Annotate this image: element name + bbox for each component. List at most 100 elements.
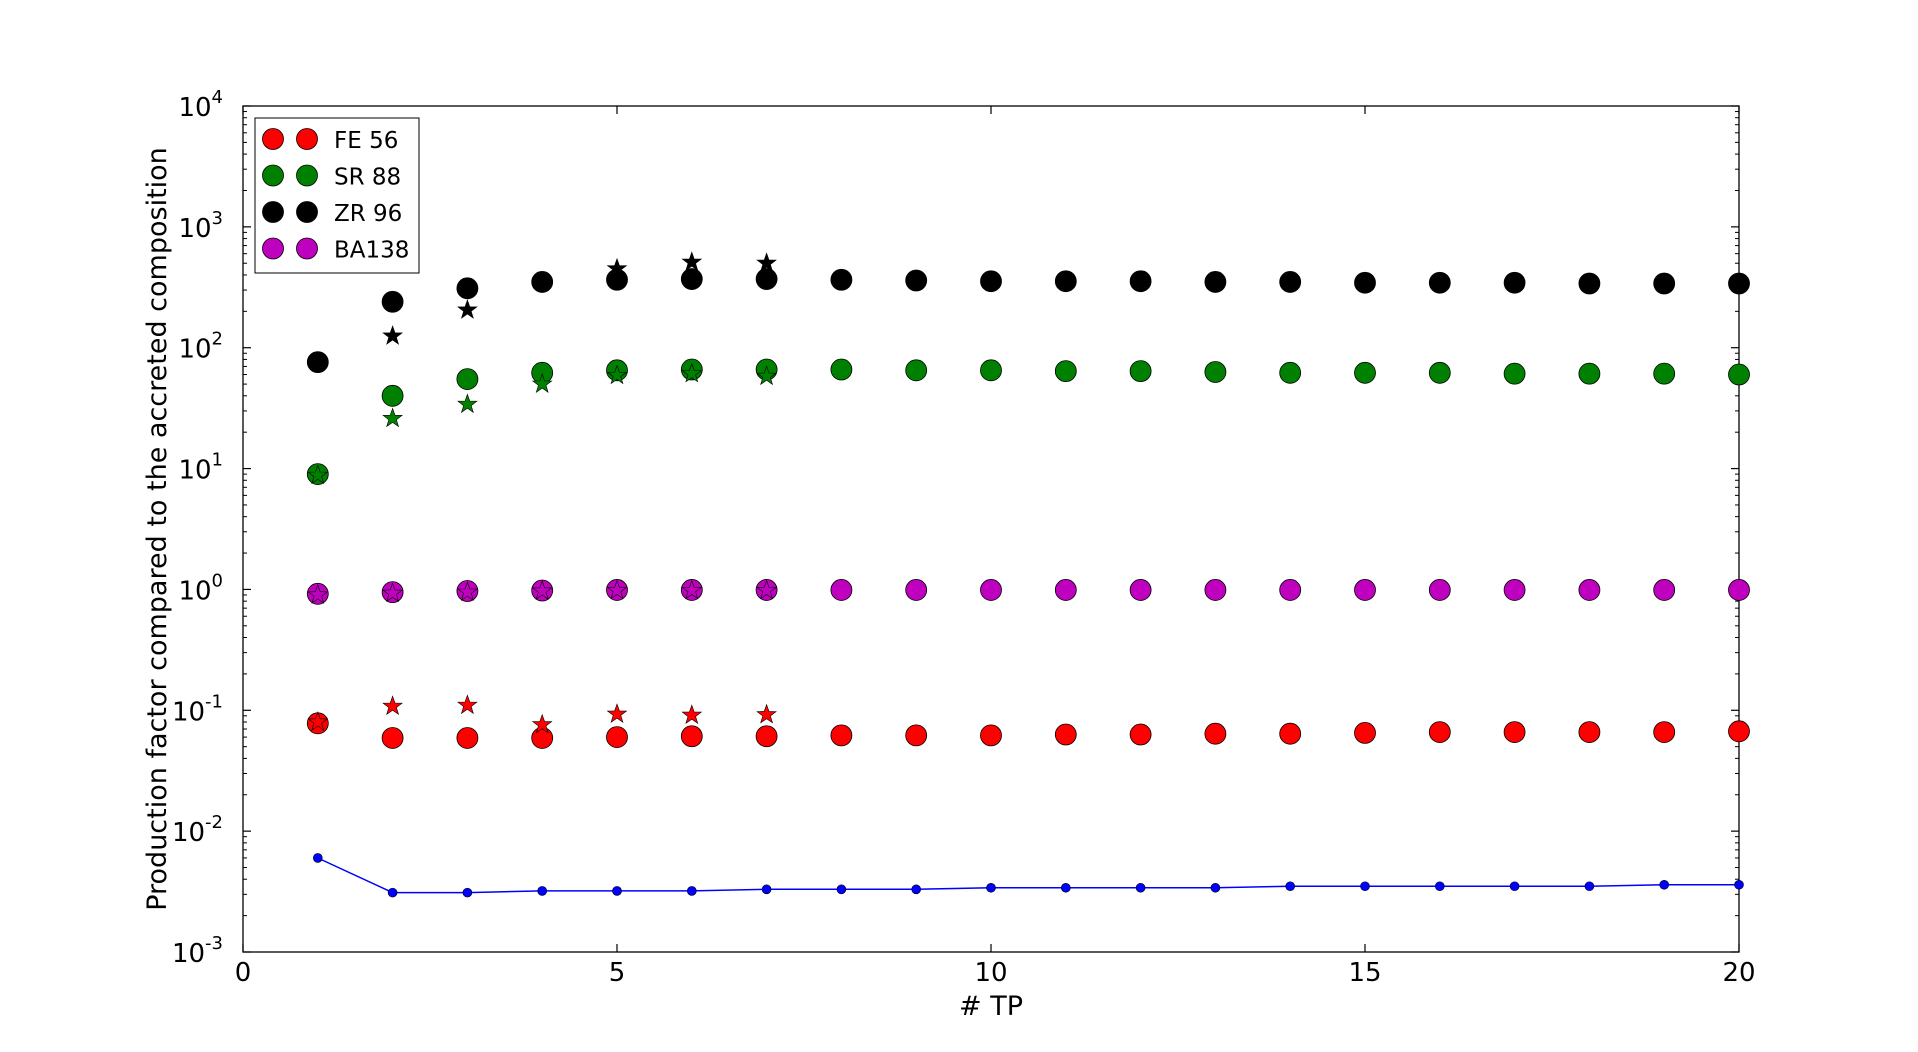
data-point bbox=[306, 351, 329, 374]
data-point bbox=[1054, 579, 1077, 601]
data-point bbox=[830, 358, 853, 381]
legend-marker bbox=[296, 164, 318, 187]
data-point bbox=[1578, 579, 1601, 601]
data-point bbox=[980, 579, 1002, 601]
star-point bbox=[606, 703, 628, 723]
x-tick-label: 15 bbox=[1348, 958, 1381, 988]
data-point bbox=[1728, 720, 1750, 743]
y-tick-label: 101 bbox=[178, 450, 223, 486]
data-point bbox=[606, 726, 628, 748]
data-point bbox=[1204, 579, 1227, 601]
data-point bbox=[1428, 579, 1451, 601]
star-point bbox=[382, 582, 403, 603]
star-point bbox=[756, 252, 777, 273]
plot-area bbox=[242, 105, 1740, 953]
line-series-point bbox=[1734, 879, 1744, 890]
data-point bbox=[980, 359, 1002, 382]
data-point bbox=[1503, 721, 1526, 743]
y-tick-labels: 10-3 10-2 10-1 100 101 102 103 104 bbox=[172, 87, 223, 969]
data-point bbox=[1428, 361, 1451, 384]
star-point bbox=[681, 251, 703, 272]
data-point bbox=[1503, 362, 1526, 385]
y-tick-label: 10-3 bbox=[172, 933, 223, 969]
line-series-point bbox=[686, 886, 697, 896]
data-point bbox=[1428, 721, 1451, 743]
data-point bbox=[1578, 721, 1601, 743]
data-point bbox=[381, 727, 404, 749]
data-point bbox=[456, 727, 479, 749]
data-point bbox=[1728, 272, 1750, 295]
legend-marker bbox=[296, 201, 318, 223]
y-tick-label: 10-1 bbox=[172, 691, 223, 727]
star-point bbox=[756, 703, 777, 724]
line-series-point bbox=[986, 882, 996, 893]
star-point bbox=[457, 299, 478, 319]
data-point bbox=[1129, 579, 1152, 601]
data-point bbox=[1578, 362, 1601, 385]
y-tick-label: 10-2 bbox=[172, 812, 223, 848]
data-point bbox=[1129, 723, 1152, 746]
data-point bbox=[1728, 579, 1750, 601]
data-point bbox=[1728, 363, 1750, 386]
x-tick-label: 10 bbox=[974, 958, 1007, 988]
legend-marker bbox=[262, 237, 284, 260]
line-series-point bbox=[1360, 881, 1370, 892]
data-point bbox=[1578, 272, 1601, 295]
line-series-point bbox=[1509, 881, 1520, 892]
legend: FE 56 SR 88 ZR 96 BA138 bbox=[254, 117, 420, 274]
legend-marker bbox=[296, 237, 318, 260]
data-point bbox=[830, 268, 853, 291]
y-tick-label: 104 bbox=[178, 87, 223, 123]
legend-label: ZR 96 bbox=[334, 201, 402, 227]
y-tick-label: 103 bbox=[178, 208, 223, 244]
data-point bbox=[1054, 723, 1077, 746]
data-point bbox=[381, 290, 404, 313]
x-tick-label: 20 bbox=[1722, 958, 1755, 988]
line-series-point bbox=[911, 884, 922, 895]
line-series-point bbox=[1061, 882, 1071, 893]
line-series-point bbox=[537, 886, 548, 896]
star-point bbox=[382, 695, 403, 716]
data-point bbox=[1354, 579, 1376, 601]
data-point bbox=[531, 727, 554, 749]
line-series-point bbox=[1584, 881, 1595, 892]
legend-marker bbox=[262, 128, 284, 150]
y-axis-label: Production factor compared to the accret… bbox=[142, 147, 173, 911]
data-point bbox=[1653, 272, 1676, 295]
data-point bbox=[980, 270, 1002, 293]
star-point bbox=[681, 704, 703, 725]
data-point bbox=[381, 384, 404, 407]
data-point bbox=[980, 724, 1002, 747]
star-point bbox=[457, 393, 478, 414]
star-point bbox=[531, 580, 553, 600]
data-point bbox=[1653, 362, 1676, 385]
data-point bbox=[1204, 361, 1227, 383]
data-point bbox=[1354, 721, 1376, 744]
data-point bbox=[1503, 271, 1526, 294]
data-point bbox=[1129, 270, 1152, 293]
data-point bbox=[1129, 360, 1152, 383]
data-point bbox=[1503, 579, 1526, 601]
line-series-point bbox=[1210, 882, 1221, 893]
x-axis-label: # TP bbox=[959, 991, 1023, 1022]
y-tick-label: 100 bbox=[178, 570, 223, 606]
star-point bbox=[606, 364, 628, 385]
line-series-point bbox=[312, 853, 323, 863]
data-point bbox=[1054, 360, 1077, 383]
line-series-point bbox=[1285, 881, 1295, 892]
data-point bbox=[755, 268, 778, 290]
data-point bbox=[905, 724, 928, 747]
data-point bbox=[1204, 722, 1227, 745]
star-point bbox=[531, 713, 553, 734]
data-point bbox=[1354, 271, 1376, 294]
data-point bbox=[830, 724, 853, 747]
data-point bbox=[755, 725, 778, 748]
data-point bbox=[1653, 579, 1676, 601]
line-series-point bbox=[836, 884, 847, 895]
star-point bbox=[307, 464, 329, 485]
data-point bbox=[1354, 361, 1376, 384]
data-point bbox=[680, 725, 703, 748]
line-series-point bbox=[761, 884, 772, 895]
x-tick-label: 0 bbox=[235, 958, 252, 988]
data-point bbox=[905, 579, 928, 601]
